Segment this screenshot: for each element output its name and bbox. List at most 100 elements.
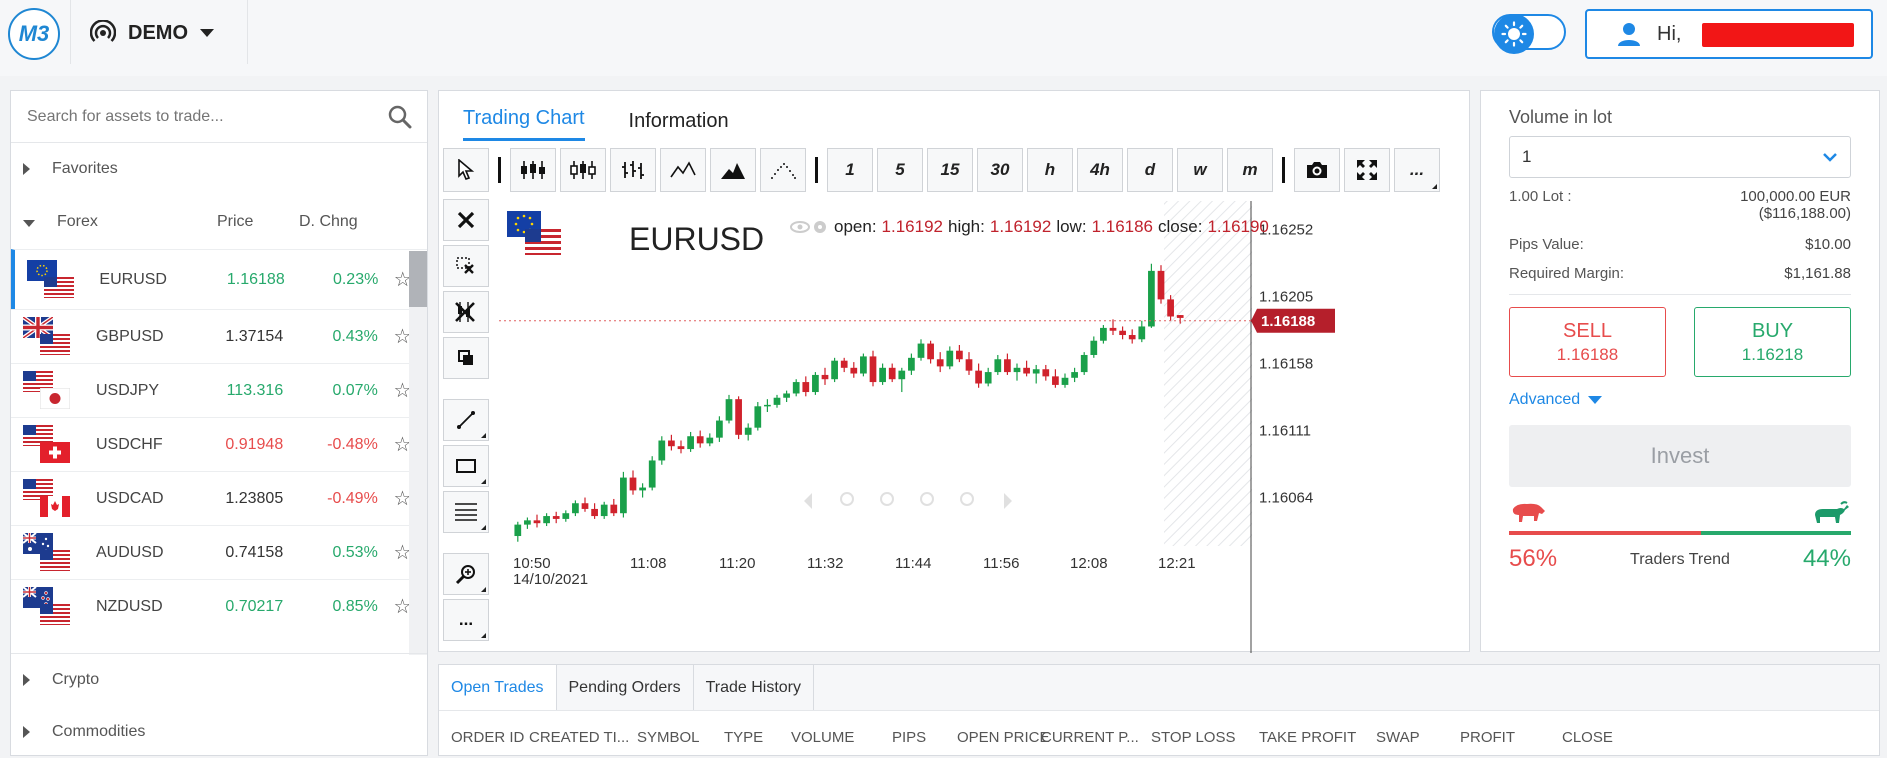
rectangle-icon[interactable] xyxy=(443,445,489,487)
candlestick-chart-icon[interactable] xyxy=(510,148,556,192)
column-header[interactable]: VOLUME xyxy=(791,729,855,746)
tab-pending-orders[interactable]: Pending Orders xyxy=(557,665,694,710)
favorite-star-icon[interactable]: ☆ xyxy=(393,380,412,402)
column-header[interactable]: CREATED TI... xyxy=(529,729,630,746)
column-header[interactable]: TYPE xyxy=(724,729,764,746)
column-header[interactable]: CLOSE xyxy=(1562,729,1613,746)
asset-row-audusd[interactable]: AUDUSD 0.74158 0.53% ☆ xyxy=(11,525,427,579)
buy-button[interactable]: BUY 1.16218 xyxy=(1694,307,1851,377)
column-header[interactable]: SWAP xyxy=(1376,729,1420,746)
timeframe-h[interactable]: h xyxy=(1027,148,1073,192)
favorite-star-icon[interactable]: ☆ xyxy=(393,326,412,348)
top-header: M3 DEMO Hi, xyxy=(0,0,1887,76)
advanced-toggle[interactable]: Advanced xyxy=(1509,391,1851,409)
more-tools-button[interactable]: ... xyxy=(1394,148,1440,192)
ohlc-bars-icon[interactable] xyxy=(610,148,656,192)
section-crypto[interactable]: Crypto xyxy=(11,654,427,706)
column-header[interactable]: ORDER ID xyxy=(451,729,525,746)
asset-row-usdchf[interactable]: USDCHF 0.91948 -0.48% ☆ xyxy=(11,417,427,471)
timeframe-15[interactable]: 15 xyxy=(927,148,973,192)
account-mode-dropdown[interactable]: DEMO xyxy=(90,16,214,50)
timeframe-1[interactable]: 1 xyxy=(827,148,873,192)
timeframe-m[interactable]: m xyxy=(1227,148,1273,192)
price-chart[interactable]: 1.16252 1.16205 1.16158 1.16111 1.16064 1.161… xyxy=(499,201,1471,653)
brand-logo[interactable]: M3 xyxy=(8,8,60,60)
candlestick-plot[interactable]: 1.16252 1.16205 1.16158 1.16111 1.16064 1.161… xyxy=(499,201,1471,653)
timeframe-d[interactable]: d xyxy=(1127,148,1173,192)
favorite-star-icon[interactable]: ☆ xyxy=(393,488,412,510)
timeframe-4h[interactable]: 4h xyxy=(1077,148,1123,192)
section-forex[interactable]: Forex Price D. Chng xyxy=(11,195,427,249)
camera-icon[interactable] xyxy=(1294,148,1340,192)
section-favorites[interactable]: Favorites xyxy=(11,143,427,195)
asset-row-usdjpy[interactable]: USDJPY 113.316 0.07% ☆ xyxy=(11,363,427,417)
cursor-icon[interactable] xyxy=(443,148,489,192)
eye-gear-icon[interactable] xyxy=(789,217,829,237)
close-icon[interactable] xyxy=(443,199,489,241)
favorite-star-icon[interactable]: ☆ xyxy=(393,596,412,618)
more-drawing-tools-button[interactable]: ... xyxy=(443,599,489,641)
tab-open-trades[interactable]: Open Trades xyxy=(439,665,557,710)
candle-body xyxy=(965,359,973,371)
section-commodities[interactable]: Commodities xyxy=(11,706,427,758)
candle-body xyxy=(888,367,896,380)
candle-body xyxy=(1004,359,1011,373)
theme-toggle[interactable] xyxy=(1492,14,1566,54)
asset-row-gbpusd[interactable]: GBPUSD 1.37154 0.43% ☆ xyxy=(11,309,427,363)
invest-button[interactable]: Invest xyxy=(1509,425,1851,487)
tab-trading-chart[interactable]: Trading Chart xyxy=(463,107,585,141)
lot-value: 100,000.00 EUR xyxy=(1740,188,1851,205)
scrollbar-thumb[interactable] xyxy=(409,251,427,307)
zoom-icon[interactable] xyxy=(443,553,489,595)
candle-body xyxy=(946,350,954,367)
bull-icon xyxy=(1815,501,1849,523)
volume-select[interactable]: 1 xyxy=(1509,136,1851,178)
timeframe-30[interactable]: 30 xyxy=(977,148,1023,192)
timeframe-5[interactable]: 5 xyxy=(877,148,923,192)
hollow-candle-icon[interactable] xyxy=(560,148,606,192)
user-greeting: Hi, xyxy=(1657,22,1682,45)
volume-value: 1 xyxy=(1522,147,1532,166)
user-menu[interactable]: Hi, xyxy=(1585,9,1873,59)
trendline-icon[interactable] xyxy=(443,399,489,441)
time-tick-label: 11:20 xyxy=(719,555,755,572)
candle-body xyxy=(898,370,906,380)
delete-drawings-icon[interactable] xyxy=(443,291,489,333)
drawing-toolbar: ... xyxy=(443,199,491,641)
toolbar-divider xyxy=(1282,157,1285,183)
asset-search-input[interactable] xyxy=(27,107,387,126)
candle-body xyxy=(1109,327,1117,331)
timeframe-w[interactable]: w xyxy=(1177,148,1223,192)
column-header[interactable]: OPEN PRICE xyxy=(957,729,1050,746)
header-divider xyxy=(70,0,71,64)
layers-icon[interactable] xyxy=(443,337,489,379)
column-header[interactable]: STOP LOSS xyxy=(1151,729,1236,746)
line-chart-icon[interactable] xyxy=(660,148,706,192)
column-header[interactable]: PROFIT xyxy=(1460,729,1515,746)
favorite-star-icon[interactable]: ☆ xyxy=(393,269,412,291)
dots-chart-icon[interactable] xyxy=(760,148,806,192)
fibonacci-icon[interactable] xyxy=(443,491,489,533)
search-icon[interactable] xyxy=(387,104,413,130)
asset-row-usdcad[interactable]: USDCAD 1.23805 -0.49% ☆ xyxy=(11,471,427,525)
volume-label: Volume in lot xyxy=(1509,107,1613,127)
asset-row-eurusd[interactable]: EURUSD 1.16188 0.23% ☆ xyxy=(11,249,427,309)
candle-body xyxy=(1071,372,1078,378)
select-delete-icon[interactable] xyxy=(443,245,489,287)
column-header[interactable]: CURRENT P... xyxy=(1041,729,1139,746)
asset-row-nzdusd[interactable]: NZDUSD 0.70217 0.85% ☆ xyxy=(11,579,427,633)
sell-button[interactable]: SELL 1.16188 xyxy=(1509,307,1666,377)
tab-trade-history[interactable]: Trade History xyxy=(694,665,814,710)
tab-information[interactable]: Information xyxy=(628,110,729,132)
candle-body xyxy=(1167,299,1174,317)
fullscreen-icon[interactable] xyxy=(1344,148,1390,192)
area-chart-icon[interactable] xyxy=(710,148,756,192)
user-icon xyxy=(1618,23,1640,46)
column-header[interactable]: TAKE PROFIT xyxy=(1259,729,1357,746)
column-header[interactable]: PIPS xyxy=(892,729,927,746)
favorite-star-icon[interactable]: ☆ xyxy=(393,434,412,456)
favorite-star-icon[interactable]: ☆ xyxy=(393,542,412,564)
asset-list-scrollbar[interactable] xyxy=(409,251,427,655)
invest-label: Invest xyxy=(1650,443,1710,468)
column-header[interactable]: SYMBOL xyxy=(637,729,700,746)
